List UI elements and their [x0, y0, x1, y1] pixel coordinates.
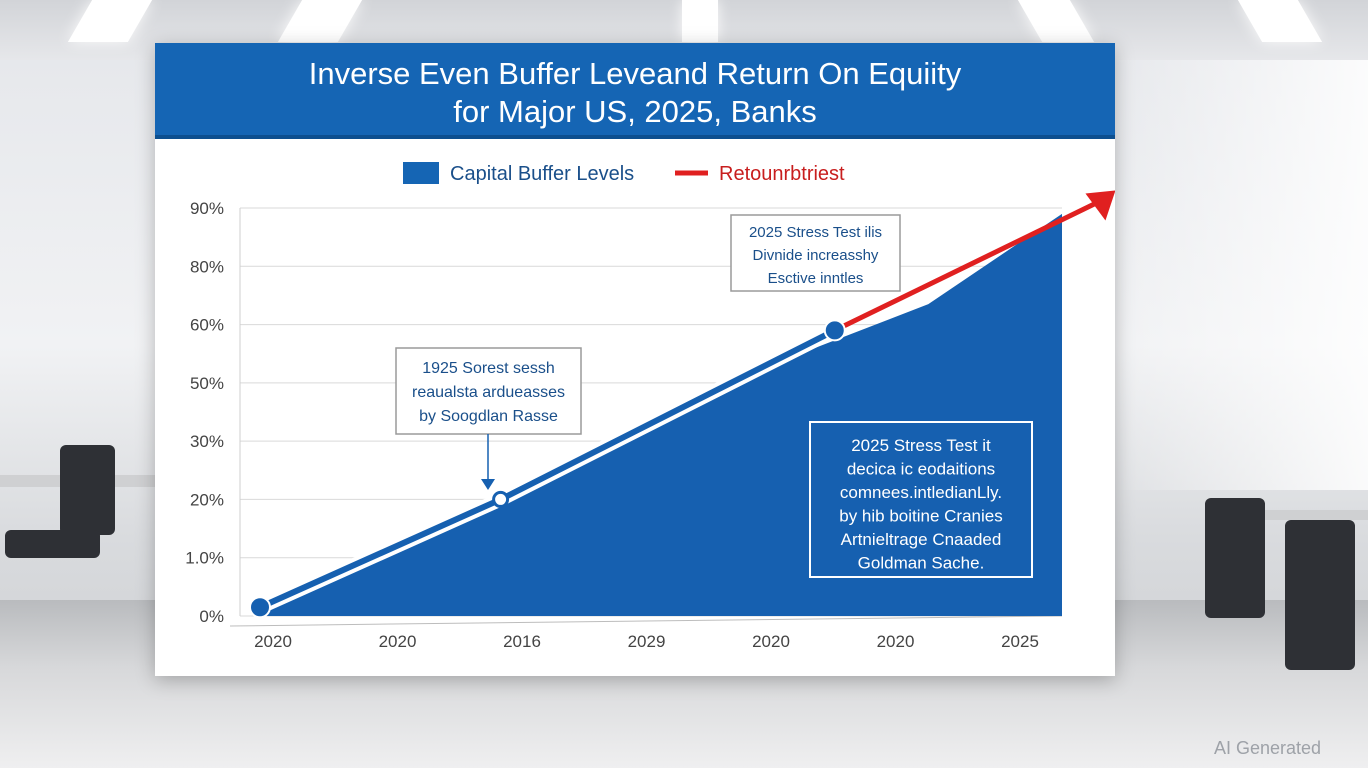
annotation-2025-top-text: Esctive inntles	[768, 270, 864, 287]
annotation-1925-box	[395, 347, 582, 435]
y-tick-label: 50%	[190, 374, 224, 393]
annotation-2025-bottom-box	[809, 421, 1033, 578]
watermark: AI Generated	[1214, 738, 1322, 758]
chart-title-line2: for Major US, 2025, Banks	[453, 94, 817, 129]
x-tick-label: 2020	[752, 632, 790, 651]
data-point-marker	[492, 490, 510, 508]
office-chair	[1205, 498, 1265, 618]
office-table	[1230, 510, 1368, 520]
data-point-marker	[823, 319, 846, 342]
chart-panel: Inverse Even Buffer Leveand Return On Eq…	[155, 43, 1115, 676]
y-tick-label: 0%	[199, 607, 224, 626]
annotation-pointer-head	[481, 479, 495, 490]
y-tick-label: 60%	[190, 316, 224, 335]
x-tick-label: 2020	[379, 632, 417, 651]
office-chair	[5, 530, 100, 558]
x-tick-label: 2029	[628, 632, 666, 651]
annotation-2025-bottom-text: by hib boitine Cranies	[839, 507, 1002, 526]
annotation-2025-bottom-text: decica ic eodaitions	[847, 460, 995, 479]
x-axis	[229, 615, 1063, 627]
annotation-1925-text: 1925 Sorest sessh	[422, 360, 555, 377]
return-line	[833, 198, 1103, 333]
y-tick-label: 80%	[190, 257, 224, 276]
y-tick-label: 90%	[190, 199, 224, 218]
legend-swatch-buffer	[403, 162, 439, 184]
office-chair	[1285, 520, 1355, 670]
annotation-1925-text: by Soogdlan Rasse	[419, 408, 558, 425]
chart-header: Inverse Even Buffer Leveand Return On Eq…	[155, 43, 1115, 139]
window-light	[1108, 60, 1368, 490]
ceiling-light	[682, 0, 718, 42]
office-chair	[60, 445, 115, 535]
y-tick-label: 1.0%	[185, 549, 224, 568]
annotation-2025-top-box	[730, 214, 901, 292]
y-tick-label: 20%	[190, 490, 224, 509]
x-tick-label: 2016	[503, 632, 541, 651]
legend-label-return: Retounrbtriest	[719, 163, 845, 185]
chart-title-line1: Inverse Even Buffer Leveand Return On Eq…	[308, 56, 962, 91]
data-point-marker	[249, 596, 271, 619]
annotation-2025-top-text: Divnide increasshy	[753, 247, 879, 264]
x-tick-label: 2020	[877, 632, 915, 651]
legend-label-buffer: Capital Buffer Levels	[450, 163, 634, 185]
annotation-1925-text: reaualsta ardueasses	[412, 384, 565, 401]
annotation-2025-bottom-text: 2025 Stress Test it	[851, 436, 991, 455]
annotation-2025-bottom-text: Goldman Sache.	[858, 554, 985, 573]
x-tick-label: 2025	[1001, 632, 1039, 651]
y-tick-label: 30%	[190, 432, 224, 451]
x-tick-label: 2020	[254, 632, 292, 651]
annotation-2025-bottom-text: comnees.intledianLly.	[840, 483, 1002, 502]
return-arrowhead	[1085, 190, 1115, 221]
chart-title: Inverse Even Buffer Leveand Return On Eq…	[155, 55, 1115, 131]
annotation-2025-top-text: 2025 Stress Test ilis	[749, 224, 882, 241]
chart-canvas: 90% 80% 60% 50% 30% 20% 1.0% 0% 2020 2020 2016 2029…	[185, 162, 1115, 651]
annotation-2025-bottom-text: Artnieltrage Cnaaded	[841, 530, 1002, 549]
